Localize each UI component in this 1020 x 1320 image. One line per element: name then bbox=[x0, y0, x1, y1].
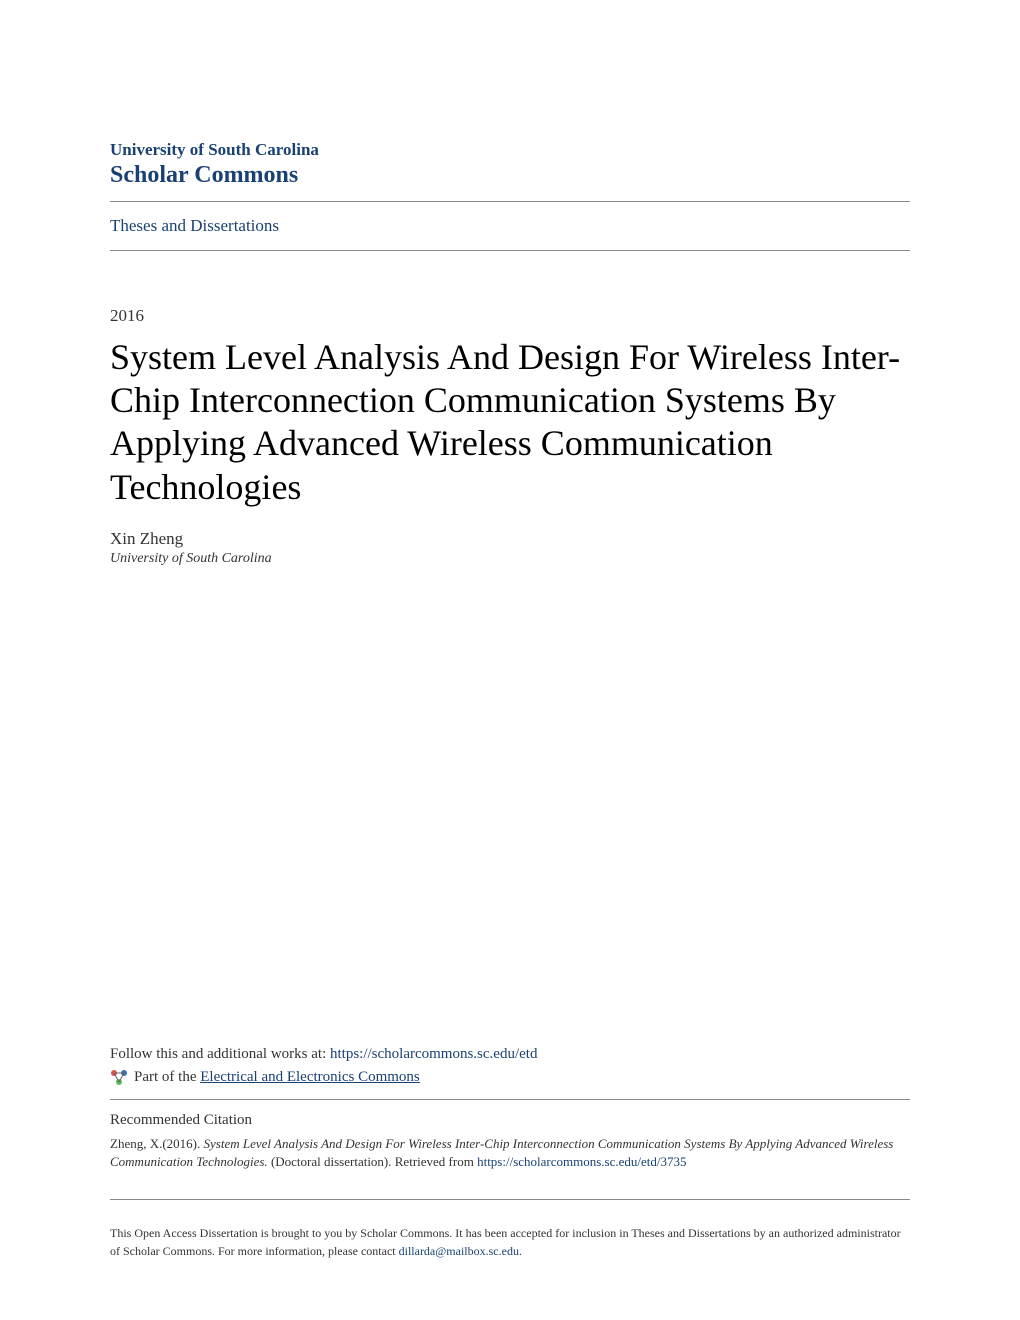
network-icon bbox=[110, 1069, 128, 1087]
citation-block: Recommended Citation Zheng, X.(2016). Sy… bbox=[110, 1112, 910, 1171]
document-title: System Level Analysis And Design For Wir… bbox=[110, 336, 910, 509]
citation-url[interactable]: https://scholarcommons.sc.edu/etd/3735 bbox=[477, 1154, 686, 1169]
divider bbox=[110, 1099, 910, 1100]
citation-heading: Recommended Citation bbox=[110, 1112, 910, 1129]
author-name: Xin Zheng bbox=[110, 529, 910, 549]
citation-text: Zheng, X.(2016). System Level Analysis A… bbox=[110, 1135, 910, 1171]
lower-section: Follow this and additional works at: htt… bbox=[110, 1046, 910, 1260]
footer-period: . bbox=[519, 1244, 522, 1258]
divider bbox=[110, 250, 910, 251]
breadcrumb[interactable]: Theses and Dissertations bbox=[110, 202, 910, 250]
part-of-line: Part of the Electrical and Electronics C… bbox=[110, 1069, 910, 1087]
publication-year: 2016 bbox=[110, 306, 910, 326]
part-of-link[interactable]: Electrical and Electronics Commons bbox=[200, 1069, 420, 1085]
footer-email[interactable]: dillarda@mailbox.sc.edu bbox=[399, 1244, 519, 1258]
follow-line: Follow this and additional works at: htt… bbox=[110, 1046, 910, 1063]
header-repository[interactable]: Scholar Commons bbox=[110, 162, 910, 189]
follow-prefix: Follow this and additional works at: bbox=[110, 1046, 330, 1062]
part-of-prefix: Part of the bbox=[134, 1069, 200, 1085]
author-affiliation: University of South Carolina bbox=[110, 551, 910, 567]
citation-suffix: (Doctoral dissertation). Retrieved from bbox=[268, 1154, 477, 1169]
divider bbox=[110, 1199, 910, 1200]
follow-link[interactable]: https://scholarcommons.sc.edu/etd bbox=[330, 1046, 537, 1062]
header-institution: University of South Carolina bbox=[110, 140, 910, 160]
footer-note: This Open Access Dissertation is brought… bbox=[110, 1224, 910, 1260]
citation-author-year: Zheng, X.(2016). bbox=[110, 1136, 204, 1151]
